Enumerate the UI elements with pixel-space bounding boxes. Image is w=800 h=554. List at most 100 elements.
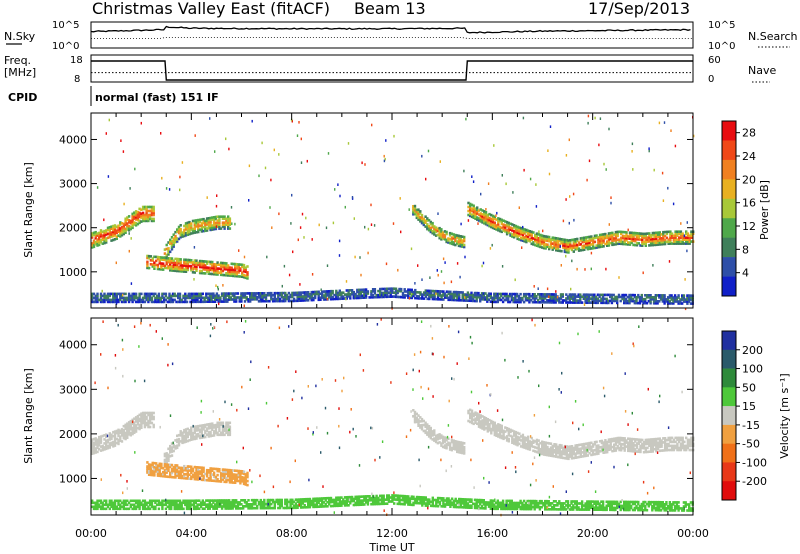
data-cell <box>122 424 125 428</box>
data-cell <box>505 228 509 232</box>
data-cell <box>630 441 633 445</box>
data-cell <box>176 468 179 471</box>
data-cell <box>644 297 647 301</box>
data-cell <box>147 256 151 260</box>
noise-cell <box>234 222 236 226</box>
data-cell <box>540 295 543 298</box>
data-cell <box>528 292 531 296</box>
data-cell <box>445 240 448 244</box>
data-cell <box>596 301 600 305</box>
data-cell <box>417 295 420 298</box>
data-cell <box>663 240 667 244</box>
data-cell <box>202 428 205 431</box>
data-cell <box>467 409 470 413</box>
data-cell <box>544 239 547 242</box>
data-cell <box>459 239 462 242</box>
data-cell <box>454 444 457 447</box>
data-cell <box>641 234 644 238</box>
data-cell <box>202 466 205 470</box>
data-cell <box>468 299 471 302</box>
data-cell <box>542 234 546 238</box>
noise-cell <box>115 302 118 305</box>
data-cell <box>630 449 633 453</box>
data-cell <box>588 451 591 455</box>
data-cell <box>200 263 203 267</box>
data-cell <box>685 242 688 245</box>
data-cell <box>641 444 644 448</box>
data-cell <box>553 236 556 240</box>
data-cell <box>558 239 561 243</box>
data-cell <box>249 300 252 303</box>
data-cell <box>119 507 122 511</box>
data-cell <box>177 267 181 271</box>
data-cell <box>238 296 241 299</box>
noise-cell <box>96 186 99 189</box>
data-cell <box>498 225 502 229</box>
data-cell <box>498 292 501 296</box>
data-cell <box>463 446 466 449</box>
data-cell <box>221 215 225 218</box>
noise-cell <box>608 127 610 131</box>
data-cell <box>221 265 225 269</box>
data-cell <box>234 477 237 480</box>
data-cell <box>190 477 193 481</box>
data-cell <box>193 477 196 481</box>
data-cell <box>583 446 586 450</box>
data-cell <box>101 444 104 448</box>
data-cell <box>628 295 631 299</box>
data-cell <box>151 473 154 477</box>
data-cell <box>604 236 607 240</box>
data-cell <box>685 446 688 450</box>
data-cell <box>141 296 145 300</box>
data-cell <box>153 465 156 469</box>
data-cell <box>606 440 609 444</box>
data-cell <box>133 298 136 302</box>
noise-cell <box>243 255 246 259</box>
data-cell <box>635 295 638 299</box>
data-cell <box>575 295 578 298</box>
data-cell <box>488 224 491 228</box>
data-cell <box>138 423 141 427</box>
data-cell <box>164 298 168 302</box>
data-cell <box>459 237 462 240</box>
data-cell <box>98 241 101 245</box>
data-cell <box>212 292 215 295</box>
data-cell <box>143 413 147 417</box>
data-cell <box>241 275 244 278</box>
data-cell <box>459 441 462 444</box>
data-cell <box>419 416 422 419</box>
data-cell <box>628 233 632 236</box>
data-cell <box>98 435 101 439</box>
data-cell <box>212 296 215 299</box>
data-cell <box>623 240 626 244</box>
data-cell <box>548 245 551 249</box>
data-cell <box>644 440 647 444</box>
data-cell <box>424 289 427 292</box>
data-cell <box>170 463 174 467</box>
nsearch-series-line <box>91 37 693 39</box>
data-cell <box>475 291 478 295</box>
data-cell <box>566 301 570 304</box>
data-cell <box>620 242 623 246</box>
noise-cell <box>549 125 552 128</box>
noise-cell <box>165 187 168 190</box>
data-cell <box>609 235 612 239</box>
data-cell <box>278 291 282 295</box>
data-cell <box>589 293 593 297</box>
data-cell <box>572 448 575 452</box>
noise-cell <box>509 233 511 237</box>
data-cell <box>598 245 602 249</box>
data-cell <box>502 429 505 433</box>
data-cell <box>214 475 218 479</box>
data-cell <box>242 269 246 273</box>
data-cell <box>190 259 193 262</box>
data-cell <box>92 437 96 441</box>
data-cell <box>546 445 549 449</box>
data-cell <box>122 436 125 440</box>
data-cell <box>567 243 570 246</box>
data-cell <box>549 454 553 457</box>
data-cell <box>681 238 684 241</box>
data-cell <box>656 239 660 242</box>
data-cell <box>634 438 637 441</box>
data-cell <box>207 425 210 428</box>
